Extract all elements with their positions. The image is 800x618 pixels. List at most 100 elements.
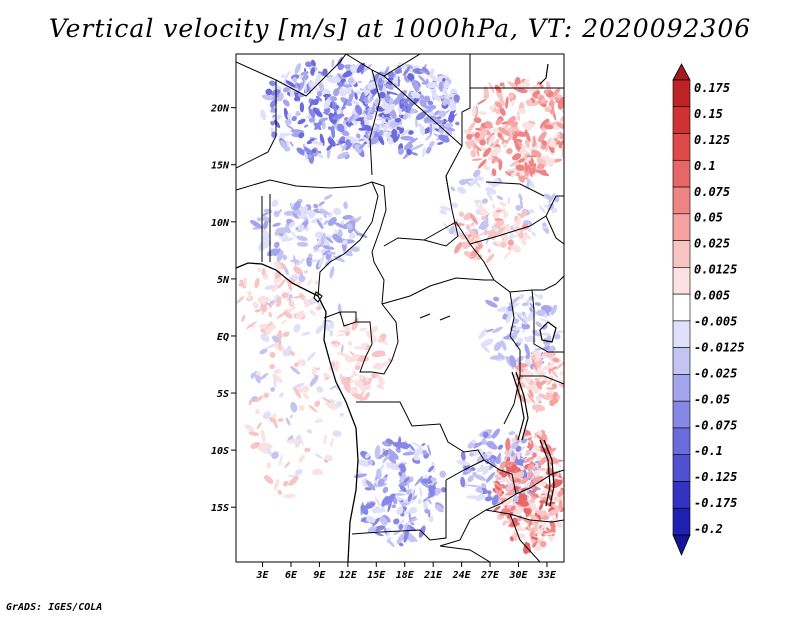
- field-cell: [505, 96, 509, 109]
- field-cell: [355, 361, 361, 366]
- field-cell: [254, 277, 260, 289]
- field-cell: [271, 452, 279, 460]
- field-cell: [538, 205, 546, 214]
- field-cell: [275, 298, 282, 305]
- field-cell: [356, 62, 366, 74]
- field-cell: [513, 502, 523, 513]
- field-cell: [468, 229, 479, 239]
- field-cell: [313, 98, 319, 106]
- field-cell: [460, 476, 466, 488]
- field-cell: [498, 159, 503, 171]
- field-cell: [418, 70, 428, 74]
- field-cell: [493, 505, 501, 512]
- field-cell: [539, 537, 545, 541]
- field-cell: [485, 253, 495, 264]
- field-cell: [491, 168, 497, 177]
- field-cell: [381, 495, 389, 507]
- country-borders: [236, 54, 564, 562]
- field-cell: [561, 143, 564, 158]
- field-cell: [539, 520, 547, 531]
- field-cell: [472, 448, 483, 457]
- field-cell: [500, 477, 512, 483]
- field-cell: [365, 480, 376, 491]
- field-cell: [511, 244, 522, 253]
- field-cell: [360, 504, 369, 515]
- colorbar-swatch: [672, 240, 691, 268]
- field-cell: [403, 143, 413, 151]
- field-cell: [523, 507, 531, 515]
- field-cell: [481, 198, 488, 204]
- field-cell: [278, 339, 281, 351]
- field-cell: [499, 461, 507, 469]
- field-cell: [269, 99, 277, 108]
- map-frame: [235, 53, 565, 563]
- field-cell: [547, 508, 559, 517]
- field-cell: [377, 478, 385, 486]
- field-cell: [515, 204, 522, 211]
- field-cell: [492, 481, 502, 489]
- field-cell: [276, 310, 288, 319]
- field-cell: [524, 129, 531, 142]
- field-cell: [316, 367, 320, 371]
- field-cell: [354, 346, 368, 350]
- field-cell: [341, 239, 348, 245]
- field-cell: [289, 414, 293, 419]
- field-cell: [308, 117, 316, 123]
- field-cell: [315, 95, 323, 102]
- field-cell: [551, 208, 558, 214]
- field-cell: [355, 62, 363, 70]
- field-cell: [326, 144, 333, 151]
- colorbar-swatch: [672, 213, 691, 241]
- field-cell: [456, 244, 462, 248]
- field-cell: [532, 354, 537, 360]
- field-cell: [306, 351, 316, 362]
- field-cell: [531, 476, 535, 481]
- field-cell: [270, 120, 275, 126]
- field-cell: [442, 77, 446, 82]
- field-cell: [255, 395, 264, 403]
- field-cell: [275, 303, 281, 307]
- field-cell: [331, 361, 336, 367]
- field-cell: [254, 308, 262, 313]
- field-cell: [352, 370, 358, 377]
- field-cell: [312, 249, 321, 253]
- field-cell: [365, 501, 374, 510]
- colorbar-swatch: [672, 400, 691, 429]
- x-tick-label: 9E: [313, 570, 326, 581]
- field-cell: [273, 419, 278, 429]
- field-cell: [407, 518, 418, 523]
- field-cell: [518, 193, 523, 201]
- field-cell: [262, 212, 269, 216]
- field-cell: [502, 209, 507, 214]
- field-cell: [481, 215, 486, 221]
- field-cell: [466, 495, 479, 499]
- field-cell: [451, 202, 459, 208]
- field-cell: [299, 102, 305, 113]
- field-cell: [318, 117, 329, 122]
- field-cell: [275, 227, 290, 234]
- field-cell: [505, 497, 515, 507]
- field-cell: [481, 338, 494, 347]
- colorbar-swatch: [672, 374, 691, 402]
- field-cell: [342, 70, 354, 78]
- field-cell: [542, 323, 548, 330]
- field-cell: [513, 524, 521, 534]
- field-cell: [305, 61, 313, 68]
- field-cell: [306, 278, 313, 287]
- field-cell: [280, 139, 287, 150]
- field-cell: [391, 128, 398, 140]
- field-cell: [519, 487, 530, 491]
- field-cell: [311, 366, 317, 377]
- field-cell: [297, 281, 303, 286]
- field-cell: [520, 493, 528, 502]
- field-cell: [339, 412, 344, 417]
- field-cell: [500, 340, 507, 351]
- field-cell: [409, 65, 413, 69]
- field-cell: [448, 112, 455, 123]
- field-cell: [272, 374, 283, 383]
- field-cell: [356, 232, 368, 238]
- field-cell: [398, 463, 407, 473]
- field-cell: [526, 463, 535, 471]
- field-cell: [519, 533, 526, 539]
- field-cell: [548, 145, 555, 153]
